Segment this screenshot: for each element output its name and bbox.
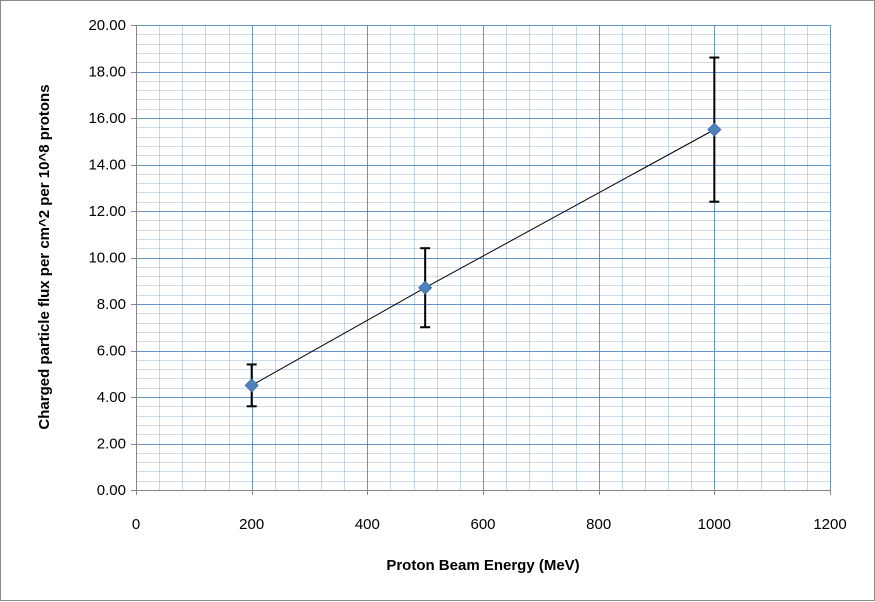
data-point-diamond (418, 280, 433, 295)
x-axis-tick-label: 1000 (698, 516, 731, 533)
x-axis-tick-label: 400 (355, 516, 380, 533)
y-axis-tick-label: 8.00 (97, 296, 126, 313)
y-axis-tick-label: 6.00 (97, 343, 126, 360)
y-axis-tick-label: 20.00 (88, 17, 126, 34)
x-axis-tick-label: 0 (132, 516, 140, 533)
y-axis-title: Charged particle flux per cm^2 per 10^8 … (36, 84, 53, 429)
x-axis-tick-label: 200 (239, 516, 264, 533)
x-axis-tick-label: 600 (470, 516, 495, 533)
y-axis-tick-label: 18.00 (88, 64, 126, 81)
axes (131, 25, 831, 495)
x-axis-title: Proton Beam Energy (MeV) (386, 557, 579, 574)
y-axis-tick-label: 4.00 (97, 389, 126, 406)
x-axis-tick-label: 800 (586, 516, 611, 533)
gridlines (136, 25, 831, 491)
y-axis-tick-label: 12.00 (88, 203, 126, 220)
y-axis-tick-label: 16.00 (88, 110, 126, 127)
y-axis-tick-label: 2.00 (97, 436, 126, 453)
x-axis-tick-label: 1200 (813, 516, 846, 533)
data-series (244, 56, 722, 408)
y-axis-tick-label: 10.00 (88, 250, 126, 267)
y-axis-tick-labels: 0.00 2.00 4.00 6.00 8.00 10.00 12.00 14.00 16.00… (88, 17, 126, 499)
data-point-diamond (244, 378, 259, 393)
y-axis-tick-label: 14.00 (88, 157, 126, 174)
x-axis-tick-labels: 0 200 400 600 800 1000 1200 (132, 516, 847, 533)
y-axis-tick-label: 0.00 (97, 482, 126, 499)
data-point-diamond (707, 122, 722, 137)
